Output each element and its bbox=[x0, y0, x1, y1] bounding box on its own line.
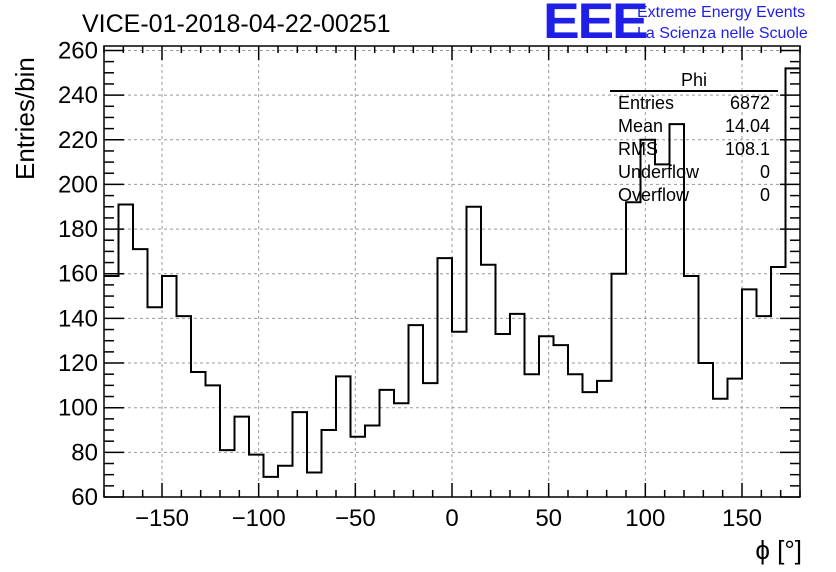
stats-label: Underflow bbox=[618, 162, 700, 182]
histogram-bin bbox=[148, 307, 163, 497]
histogram-bin bbox=[394, 403, 409, 497]
stats-value: 0 bbox=[759, 162, 770, 182]
histogram-bin bbox=[380, 390, 395, 497]
histogram-bin bbox=[191, 372, 206, 497]
stats-row-underflow: Underflow 0 bbox=[610, 161, 778, 184]
histogram-bin bbox=[771, 267, 786, 497]
histogram-bin bbox=[713, 399, 728, 497]
histogram-bin bbox=[757, 316, 772, 497]
logo-line-2: La Scienza nelle Scuole bbox=[637, 25, 808, 42]
histogram-bin bbox=[452, 332, 467, 497]
logo-line-1: Extreme Energy Events bbox=[637, 4, 806, 21]
histogram-bin bbox=[699, 363, 714, 497]
x-tick-label: −150 bbox=[135, 505, 189, 532]
y-tick-label: 60 bbox=[71, 484, 98, 511]
histogram-bin bbox=[307, 472, 322, 497]
histogram-bin bbox=[467, 207, 482, 497]
histogram-bin bbox=[162, 276, 177, 497]
stats-label: RMS bbox=[618, 139, 658, 159]
histogram-bin bbox=[264, 477, 279, 497]
histogram-bin bbox=[278, 466, 293, 497]
histogram-bin bbox=[235, 417, 250, 497]
histogram-bin bbox=[322, 430, 337, 497]
x-tick-label: 150 bbox=[722, 505, 762, 532]
stats-row-overflow: Overflow 0 bbox=[610, 184, 778, 207]
stats-value: 6872 bbox=[729, 93, 770, 113]
histogram-bin bbox=[177, 316, 192, 497]
x-tick-label: 50 bbox=[535, 505, 562, 532]
y-tick-label: 120 bbox=[58, 350, 98, 377]
histogram-bin bbox=[423, 383, 438, 497]
histogram-bin bbox=[684, 276, 699, 497]
histogram-bin bbox=[786, 68, 801, 497]
y-tick-label: 200 bbox=[58, 171, 98, 198]
histogram-bin bbox=[554, 345, 569, 497]
stats-title: Phi bbox=[610, 70, 778, 92]
histogram-bin bbox=[220, 450, 235, 497]
histogram-bin bbox=[568, 374, 583, 497]
stats-value: 108.1 bbox=[724, 139, 770, 159]
x-tick-label: −50 bbox=[335, 505, 376, 532]
stats-row-mean: Mean 14.04 bbox=[610, 115, 778, 138]
histogram-bin bbox=[539, 336, 554, 497]
histogram-bin bbox=[336, 376, 351, 497]
stats-value: 14.04 bbox=[724, 116, 770, 136]
histogram-bin bbox=[133, 249, 148, 497]
histogram-bin bbox=[438, 258, 453, 497]
stats-box: Phi Entries 6872 Mean 14.04 RMS 108.1 Un… bbox=[610, 70, 778, 207]
x-tick-label: −100 bbox=[232, 505, 286, 532]
y-tick-label: 180 bbox=[58, 216, 98, 243]
stats-row-entries: Entries 6872 bbox=[610, 92, 778, 115]
histogram-bin bbox=[249, 455, 264, 497]
y-tick-label: 240 bbox=[58, 82, 98, 109]
histogram-bin bbox=[728, 379, 743, 497]
y-axis-label-wrap: Entries/bin bbox=[6, 57, 40, 320]
y-tick-label: 140 bbox=[58, 305, 98, 332]
histogram-bin bbox=[510, 314, 525, 497]
histogram-bin bbox=[481, 265, 496, 497]
chart-title: VICE-01-2018-04-22-00251 bbox=[82, 10, 391, 38]
histogram-series-line bbox=[104, 67, 800, 478]
histogram-bin bbox=[742, 289, 757, 497]
y-tick-label: 100 bbox=[58, 395, 98, 422]
x-axis-label: ϕ [°] bbox=[755, 535, 802, 565]
y-tick-label: 160 bbox=[58, 261, 98, 288]
histogram-bin bbox=[293, 412, 308, 497]
eee-logo-mark: EEE bbox=[543, 0, 649, 49]
histogram-bin bbox=[612, 274, 627, 497]
histogram-bin bbox=[496, 334, 511, 497]
x-tick-label: 0 bbox=[445, 505, 458, 532]
stats-label: Entries bbox=[618, 93, 675, 113]
y-tick-label: 80 bbox=[71, 439, 98, 466]
y-axis-label: Entries/bin bbox=[10, 57, 40, 180]
histogram-bin bbox=[351, 437, 366, 497]
histogram-bin bbox=[119, 205, 134, 497]
histogram-bin bbox=[597, 381, 612, 497]
stats-label: Mean bbox=[618, 116, 664, 136]
stats-label: Overflow bbox=[618, 185, 690, 205]
histogram-bin bbox=[409, 325, 424, 497]
histogram-bin bbox=[525, 374, 540, 497]
x-tick-label: 100 bbox=[625, 505, 665, 532]
stats-row-rms: RMS 108.1 bbox=[610, 138, 778, 161]
y-tick-label: 260 bbox=[58, 37, 98, 64]
histogram-bin bbox=[365, 426, 380, 497]
histogram-bin bbox=[206, 385, 221, 497]
stats-value: 0 bbox=[759, 185, 770, 205]
y-tick-label: 220 bbox=[58, 127, 98, 154]
histogram-bin bbox=[655, 164, 670, 497]
